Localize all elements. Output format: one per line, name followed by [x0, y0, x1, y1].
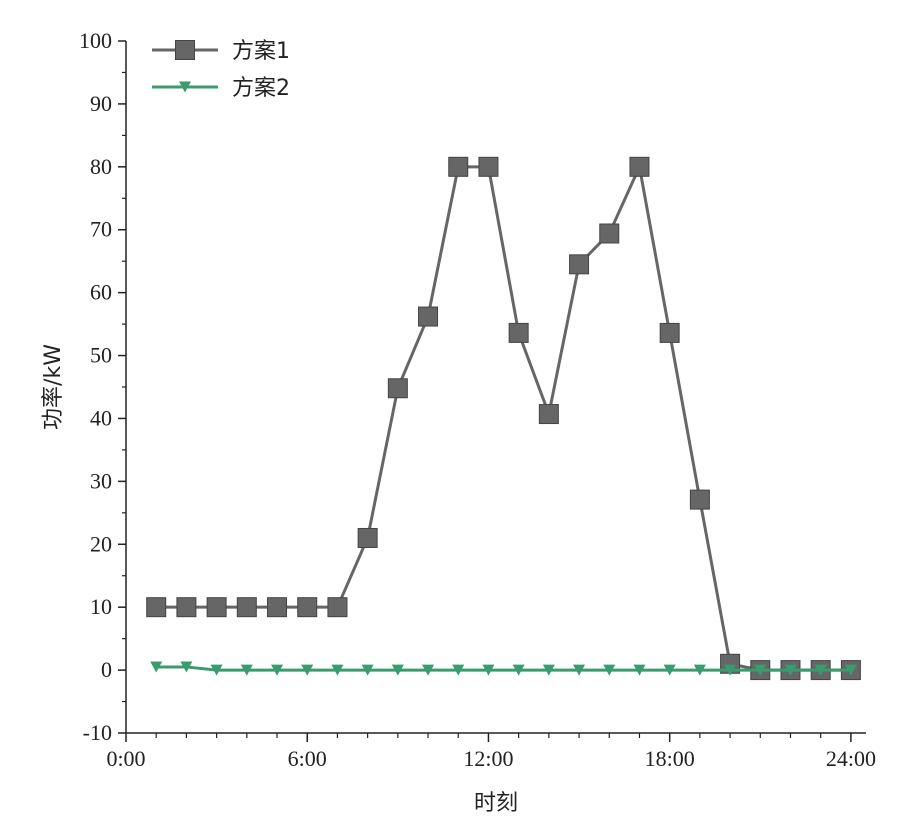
- x-tick-label: 18:00: [645, 746, 695, 771]
- data-point: [206, 597, 227, 618]
- data-point: [542, 664, 555, 676]
- y-axis-title: 功率/kW: [41, 344, 66, 430]
- data-point: [391, 664, 404, 676]
- data-point: [452, 664, 465, 676]
- data-point: [754, 664, 767, 676]
- legend-label: 方案2: [232, 76, 290, 101]
- data-point: [150, 661, 163, 673]
- series-layer: [146, 156, 861, 681]
- legend-marker: [179, 81, 191, 93]
- data-point: [448, 156, 469, 177]
- series-line: [156, 665, 851, 672]
- data-point: [633, 664, 646, 676]
- data-point: [387, 378, 408, 399]
- data-point: [180, 661, 193, 673]
- axes: [125, 41, 866, 734]
- legend-item-2: 方案2: [152, 76, 290, 101]
- data-point: [271, 664, 284, 676]
- data-point: [663, 664, 676, 676]
- data-point: [573, 664, 586, 676]
- data-point: [508, 322, 529, 343]
- data-point: [844, 664, 857, 676]
- x-tick-label: 6:00: [288, 746, 327, 771]
- y-tick-label: 80: [90, 154, 112, 179]
- data-point: [297, 597, 318, 618]
- data-point: [418, 306, 439, 327]
- data-point: [689, 489, 710, 510]
- y-tick-label: -10: [83, 720, 112, 745]
- ticks: -10 0 10 20 30 40 50 60 70 80 90 100 0:00 6:00 12:00 18…: [79, 28, 876, 771]
- data-point: [240, 664, 253, 676]
- data-point: [267, 597, 288, 618]
- data-point: [603, 664, 616, 676]
- data-point: [599, 223, 620, 244]
- y-tick-label: 20: [90, 531, 112, 556]
- data-point: [176, 597, 197, 618]
- data-point: [724, 664, 737, 676]
- data-point: [478, 156, 499, 177]
- y-tick-label: 50: [90, 343, 112, 368]
- y-tick-label: 10: [90, 594, 112, 619]
- data-point: [784, 664, 797, 676]
- data-point: [331, 664, 344, 676]
- data-point: [512, 664, 525, 676]
- series-2: [150, 661, 857, 676]
- y-tick-label: 0: [101, 657, 112, 682]
- y-tick-label: 60: [90, 280, 112, 305]
- legend-item-1: 方案1: [152, 39, 290, 64]
- data-point: [629, 156, 650, 177]
- data-point: [659, 322, 680, 343]
- legend-marker: [175, 40, 195, 60]
- x-axis-title: 时刻: [474, 791, 518, 816]
- data-point: [301, 664, 314, 676]
- series-1: [146, 156, 861, 681]
- y-tick-label: 30: [90, 468, 112, 493]
- data-point: [236, 597, 257, 618]
- data-point: [327, 597, 348, 618]
- y-tick-label: 70: [90, 217, 112, 242]
- data-point: [146, 597, 167, 618]
- y-tick-label: 90: [90, 91, 112, 116]
- data-point: [357, 527, 378, 548]
- legend-label: 方案1: [232, 39, 290, 64]
- x-tick-label: 24:00: [826, 746, 876, 771]
- data-point: [210, 664, 223, 676]
- x-tick-label: 12:00: [463, 746, 513, 771]
- data-point: [422, 664, 435, 676]
- x-tick-label: 0:00: [106, 746, 145, 771]
- data-point: [569, 254, 590, 275]
- data-point: [538, 404, 559, 425]
- data-point: [482, 664, 495, 676]
- y-tick-label: 40: [90, 405, 112, 430]
- data-point: [814, 664, 827, 676]
- data-point: [693, 664, 706, 676]
- y-tick-label: 100: [79, 28, 112, 53]
- data-point: [361, 664, 374, 676]
- series-line: [156, 161, 851, 672]
